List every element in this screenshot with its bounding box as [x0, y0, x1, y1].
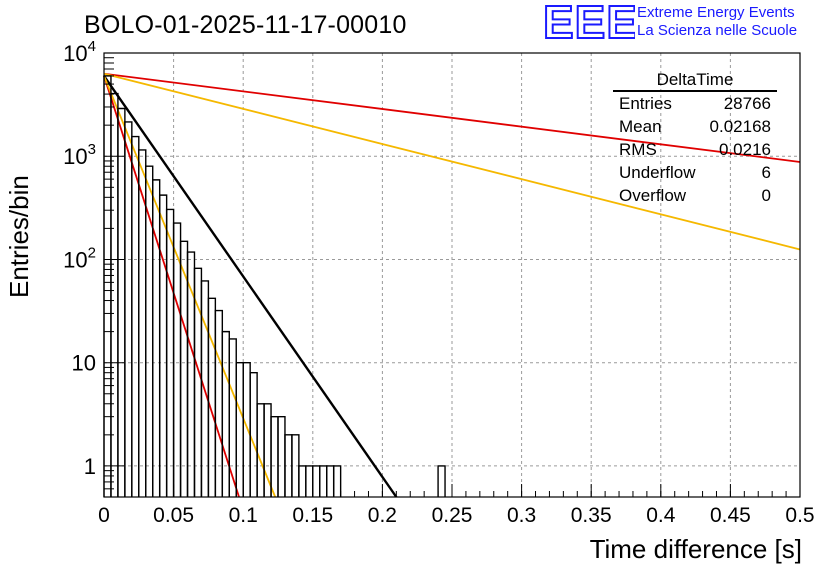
stats-row-entries: Entries 28766: [613, 92, 777, 115]
x-tick-label: 0.45: [710, 504, 751, 527]
x-tick-label: 0.15: [292, 504, 333, 527]
histogram-bin: [277, 415, 286, 497]
histogram-bin: [110, 92, 119, 497]
histogram-bin: [332, 465, 342, 497]
stats-box: DeltaTime Entries 28766 Mean 0.02168 RMS…: [613, 70, 777, 207]
logo-mark-text: EEE: [543, 2, 635, 44]
histogram-bin: [152, 179, 161, 497]
x-tick-label: 0: [98, 504, 110, 527]
logo-line-1: Extreme Energy Events: [637, 4, 795, 21]
y-tick-label: 104: [63, 38, 96, 66]
y-tick-label: 10: [72, 351, 96, 376]
histogram-bin: [256, 403, 265, 497]
histogram-bin: [326, 465, 335, 497]
series-orange-slow: [103, 72, 801, 251]
histogram-bin: [172, 222, 182, 497]
stats-label: Overflow: [619, 186, 687, 205]
histogram-bin: [131, 135, 140, 497]
eee-logo-mark: EEE: [543, 2, 635, 44]
x-tick-label: 0.2: [368, 504, 397, 527]
x-axis-label: Time difference [s]: [589, 534, 802, 564]
x-tick-label: 0.3: [507, 504, 536, 527]
logo-line-2: La Scienza nelle Scuole: [637, 22, 798, 39]
stats-value: 28766: [723, 94, 771, 113]
x-tick-label: 0.35: [571, 504, 612, 527]
histogram-bin: [242, 361, 251, 497]
stats-label: RMS: [619, 140, 657, 159]
histogram-layer: [103, 75, 446, 497]
x-tick-label: 0.05: [153, 504, 194, 527]
histogram-bin: [214, 309, 224, 497]
histogram-bin: [124, 121, 133, 497]
logo-caption: Extreme Energy Events La Scienza nelle S…: [637, 4, 797, 40]
series-red-slow: [103, 72, 801, 163]
histogram-bin: [319, 465, 328, 497]
histogram-bin: [270, 415, 279, 497]
stats-row-overflow: Overflow 0: [613, 184, 777, 207]
y-tick-label: 103: [63, 141, 96, 169]
stats-value: 6: [761, 163, 771, 182]
histogram-bin: [221, 330, 230, 497]
x-tick-label: 0.25: [432, 504, 473, 527]
x-tick-label: 0.4: [646, 504, 676, 527]
y-tick-label: 102: [63, 244, 96, 272]
x-tick-label: 0.5: [785, 504, 814, 527]
histogram-bin: [117, 107, 126, 497]
stats-name: DeltaTime: [613, 70, 777, 92]
histogram-bin: [312, 465, 321, 497]
histogram-bin: [249, 371, 258, 497]
run-title: BOLO-01-2025-11-17-00010: [84, 11, 407, 39]
y-tick-label: 1: [84, 454, 96, 479]
histogram-bin: [158, 194, 168, 497]
series-red-steep: [103, 75, 240, 498]
curves-layer: [103, 72, 801, 498]
histogram-bin: [298, 465, 307, 497]
stats-row-mean: Mean 0.02168: [613, 115, 777, 138]
stats-row-underflow: Underflow 6: [613, 161, 777, 184]
histogram-bin: [165, 208, 175, 497]
stats-label: Underflow: [619, 163, 696, 182]
eee-logo: EEE: [543, 2, 635, 44]
series-fit: [103, 75, 398, 498]
stats-label: Mean: [619, 117, 662, 136]
x-tick-label: 0.1: [229, 504, 258, 527]
histogram-bin: [103, 75, 112, 497]
stats-value: 0.0216: [719, 140, 771, 159]
histogram-bin: [207, 297, 217, 497]
stats-row-rms: RMS 0.0216: [613, 138, 777, 161]
stats-value: 0: [761, 186, 771, 205]
y-axis-label: Entries/bin: [4, 175, 34, 298]
histogram-bin: [305, 465, 314, 497]
histogram-bin: [235, 361, 244, 497]
histogram-bin: [437, 465, 446, 497]
axis-ticks: 0 0.05 0.1 0.15 0.2 0.25 0.3 0.35 0.4 0.45 0.5 1 10 1…: [63, 38, 814, 527]
stats-label: Entries: [619, 94, 672, 113]
stats-value: 0.02168: [709, 117, 771, 136]
